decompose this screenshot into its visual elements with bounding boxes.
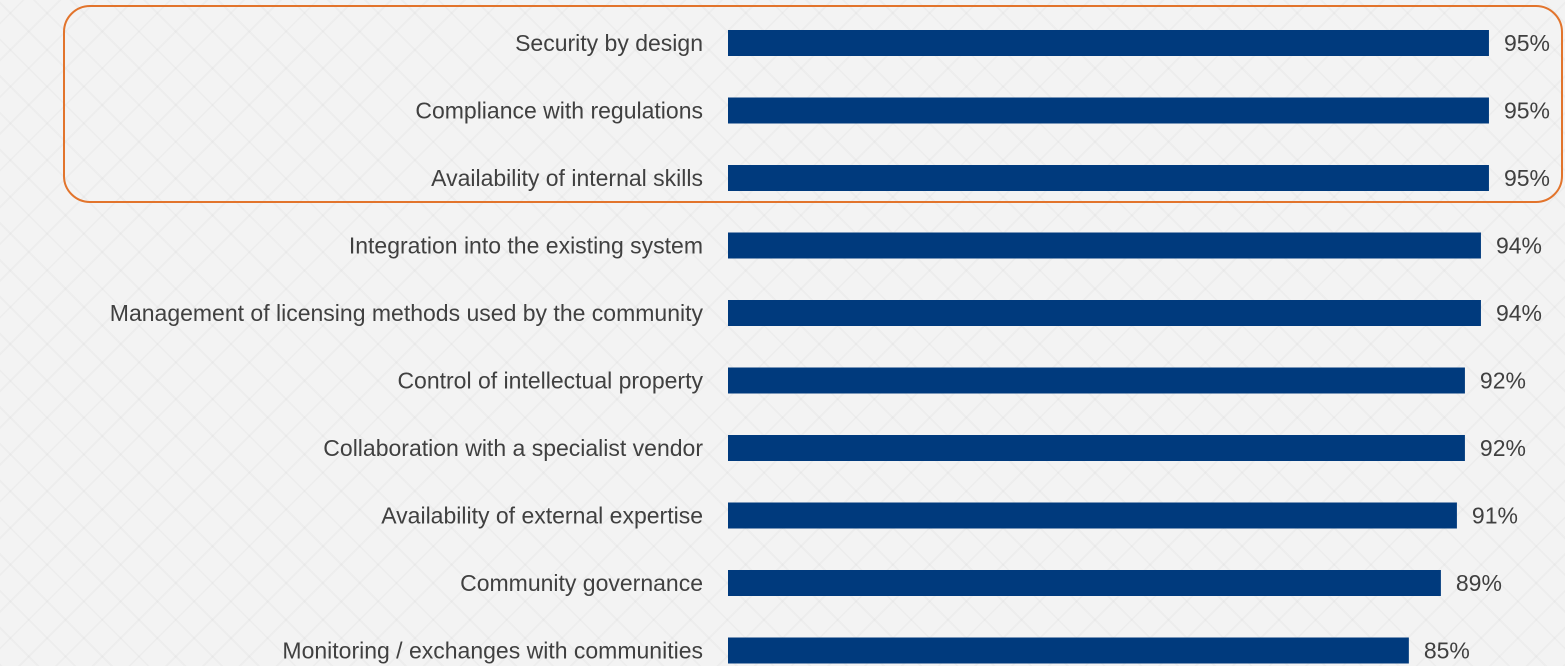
bar xyxy=(728,502,1457,529)
value-label: 91% xyxy=(1472,503,1518,529)
value-label: 95% xyxy=(1504,30,1550,56)
value-label: 85% xyxy=(1424,638,1470,664)
value-label: 95% xyxy=(1504,98,1550,124)
category-label: Availability of internal skills xyxy=(431,165,703,191)
category-label: Integration into the existing system xyxy=(349,233,703,259)
value-label: 94% xyxy=(1496,300,1542,326)
bars-layer: Security by design 95% Compliance with reg… xyxy=(110,30,1550,664)
bar xyxy=(728,300,1481,326)
value-label: 95% xyxy=(1504,165,1550,191)
bar xyxy=(728,367,1465,394)
bar xyxy=(728,30,1489,56)
bar xyxy=(728,232,1481,259)
bar xyxy=(728,637,1409,664)
category-label: Control of intellectual property xyxy=(397,368,703,394)
value-label: 94% xyxy=(1496,233,1542,259)
value-label: 89% xyxy=(1456,570,1502,596)
category-label: Monitoring / exchanges with communities xyxy=(282,638,703,664)
value-label: 92% xyxy=(1480,435,1526,461)
value-label: 92% xyxy=(1480,368,1526,394)
bar xyxy=(728,165,1489,191)
category-label: Collaboration with a specialist vendor xyxy=(323,435,703,461)
category-label: Management of licensing methods used by … xyxy=(110,300,704,326)
category-label: Security by design xyxy=(515,30,703,56)
bar xyxy=(728,435,1465,461)
bar xyxy=(728,97,1489,124)
category-label: Community governance xyxy=(460,570,703,596)
bar xyxy=(728,570,1441,596)
category-label: Availability of external expertise xyxy=(381,503,703,529)
highlight-box xyxy=(63,5,1563,203)
category-label: Compliance with regulations xyxy=(415,98,703,124)
